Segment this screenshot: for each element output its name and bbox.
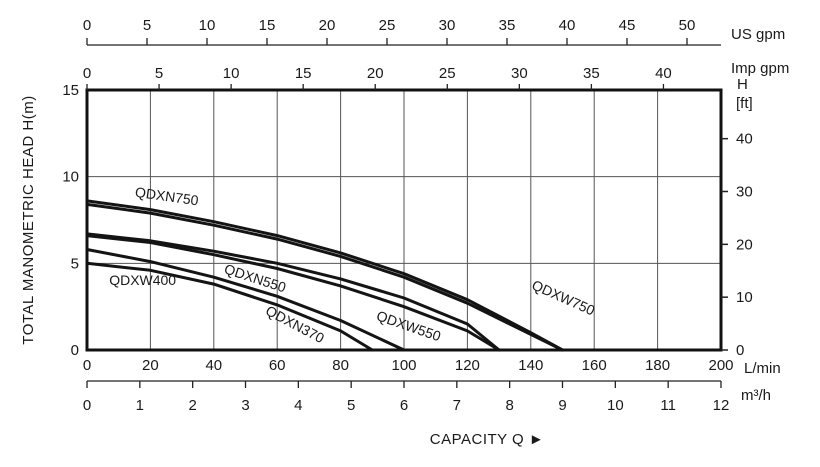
curve-qdxw550 [85, 232, 501, 352]
tick-label-imp-gpm: 15 [295, 65, 312, 82]
curve-label-qdxn750: QDXN750 [134, 184, 200, 209]
curve-label-qdxw550: QDXW550 [374, 307, 443, 344]
tick-label-head-m: 15 [62, 82, 79, 99]
tick-label-head-ft: 0 [736, 342, 744, 359]
tick-label-imp-gpm: 25 [439, 65, 456, 82]
tick-label-imp-gpm: 10 [223, 65, 240, 82]
tick-label-head-m: 10 [62, 169, 79, 186]
tick-label-m3h: 0 [83, 397, 91, 414]
unit-label-imp-gpm: Imp gpm [731, 60, 789, 77]
tick-label-us-gpm: 25 [379, 17, 396, 34]
tick-label-head-m: 0 [71, 342, 79, 359]
tick-label-lmin: 180 [645, 357, 670, 374]
performance-curves: QDXN750QDXW750QDXW550QDXN550QDXN370QDXW4… [85, 184, 598, 352]
plot-border [85, 88, 723, 352]
tick-label-lmin: 40 [205, 357, 222, 374]
tick-label-imp-gpm: 20 [367, 65, 384, 82]
tick-label-m3h: 8 [505, 397, 513, 414]
tick-label-imp-gpm: 0 [83, 65, 91, 82]
tick-label-m3h: 1 [136, 397, 144, 414]
x-axis-title: CAPACITY Q ► [430, 431, 544, 448]
tick-label-head-ft: 10 [736, 289, 753, 306]
curve-label-qdxw400: QDXW400 [109, 272, 176, 288]
tick-label-us-gpm: 40 [559, 17, 576, 34]
tick-label-us-gpm: 30 [439, 17, 456, 34]
tick-label-m3h: 6 [400, 397, 408, 414]
tick-label-us-gpm: 35 [499, 17, 516, 34]
tick-label-head-ft: 30 [736, 184, 753, 201]
unit-label-head-ft-bracket: [ft] [736, 95, 753, 112]
tick-label-m3h: 5 [347, 397, 355, 414]
curve-qdxw400 [85, 261, 374, 352]
y-axis-title: TOTAL MANOMETRIC HEAD H(m) [20, 95, 37, 344]
tick-label-m3h: 3 [241, 397, 249, 414]
tick-label-lmin: 80 [332, 357, 349, 374]
curve-qdxw750 [85, 202, 564, 352]
tick-label-imp-gpm: 5 [155, 65, 163, 82]
tick-label-lmin: 100 [391, 357, 416, 374]
curve-qdxn750 [85, 199, 564, 352]
tick-label-lmin: 160 [582, 357, 607, 374]
tick-label-head-ft: 40 [736, 131, 753, 148]
tick-label-us-gpm: 10 [199, 17, 216, 34]
unit-label-head-ft: H [737, 76, 748, 93]
curve-label-qdxw750: QDXW750 [530, 277, 598, 319]
tick-label-us-gpm: 15 [259, 17, 276, 34]
tick-label-us-gpm: 0 [83, 17, 91, 34]
tick-label-us-gpm: 20 [319, 17, 336, 34]
grid-lines [87, 90, 721, 350]
tick-label-us-gpm: 50 [679, 17, 696, 34]
tick-label-lmin: 120 [455, 357, 480, 374]
curve-label-qdxn370: QDXN370 [263, 302, 327, 346]
tick-label-m3h: 10 [607, 397, 624, 414]
tick-label-head-ft: 20 [736, 236, 753, 253]
tick-label-m3h: 2 [188, 397, 196, 414]
tick-label-m3h: 11 [660, 397, 676, 414]
curve-qdxn370 [85, 248, 406, 352]
tick-label-us-gpm: 45 [619, 17, 636, 34]
tick-label-m3h: 9 [558, 397, 566, 414]
tick-label-imp-gpm: 35 [583, 65, 600, 82]
unit-label-lmin: L/min [744, 360, 781, 377]
tick-label-imp-gpm: 30 [511, 65, 528, 82]
unit-label-us-gpm: US gpm [731, 26, 785, 43]
tick-label-lmin: 60 [269, 357, 286, 374]
tick-label-lmin: 20 [142, 357, 159, 374]
tick-label-m3h: 7 [453, 397, 461, 414]
tick-label-m3h: 4 [294, 397, 302, 414]
tick-label-lmin: 140 [518, 357, 543, 374]
unit-label-m3h: m³/h [741, 387, 771, 404]
curve-qdxn550 [85, 234, 501, 352]
tick-label-imp-gpm: 40 [655, 65, 672, 82]
tick-label-m3h: 12 [713, 397, 730, 414]
tick-label-lmin: 200 [708, 357, 733, 374]
tick-label-lmin: 0 [83, 357, 91, 374]
tick-label-us-gpm: 5 [143, 17, 151, 34]
tick-label-head-m: 5 [71, 255, 79, 272]
plot-frame [85, 88, 723, 352]
